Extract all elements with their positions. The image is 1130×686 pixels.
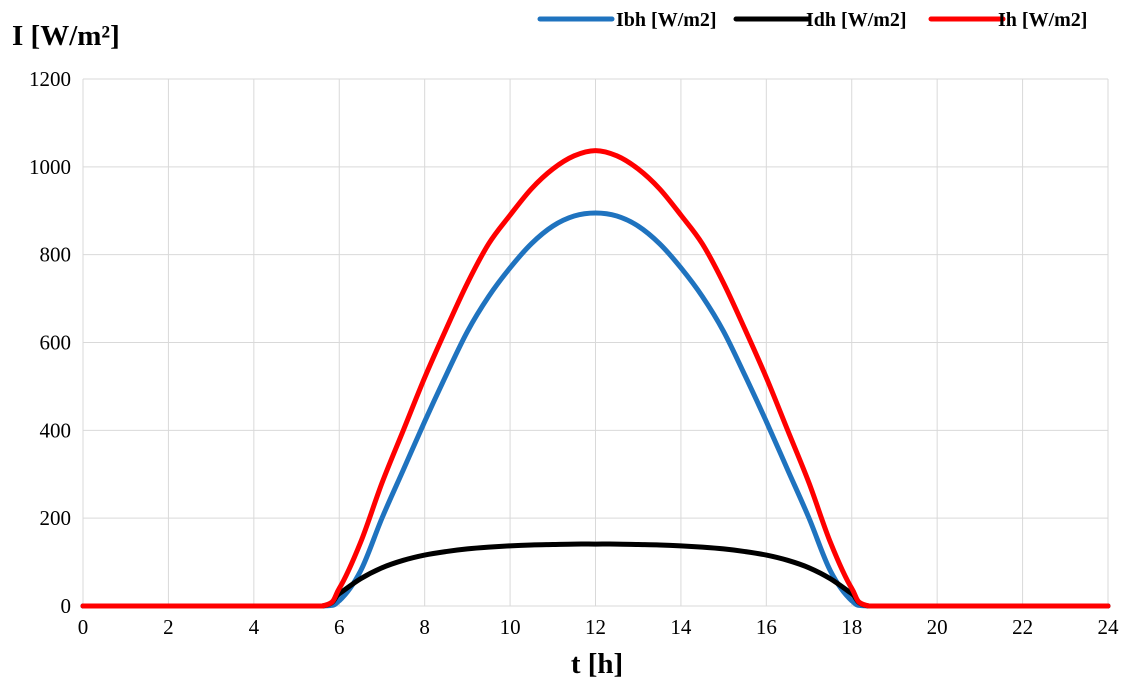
legend-label: Ibh [W/m2] [616,9,717,31]
x-tick-label: 20 [927,615,948,639]
legend-label: Ih [W/m2] [998,9,1087,31]
legend-item: Idh [W/m2] [733,9,907,31]
x-tick-label: 22 [1012,615,1033,639]
y-tick-label: 200 [40,506,72,530]
y-tick-label: 1200 [29,67,71,91]
x-tick-label: 12 [585,615,606,639]
x-tick-label: 16 [756,615,777,639]
y-tick-label: 600 [40,331,72,355]
tick-labels: 0 2 4 6 8 10 12 14 16 18 20 22 240200400600800100012… [29,67,1119,639]
x-tick-label: 24 [1098,615,1120,639]
legend: Ibh [W/m2] Idh [W/m2] Ih [W/m2] [537,9,1087,31]
x-tick-label: 0 [78,615,89,639]
y-tick-label: 1000 [29,155,71,179]
x-tick-label: 8 [419,615,430,639]
x-tick-label: 4 [249,615,260,639]
y-axis-title: I [W/m²] [12,20,120,52]
y-tick-label: 400 [40,418,72,442]
x-axis-title: t [h] [571,648,623,680]
x-tick-label: 6 [334,615,345,639]
x-tick-label: 14 [670,615,692,639]
x-tick-label: 2 [163,615,174,639]
y-tick-label: 800 [40,243,72,267]
series-line-2 [80,541,1111,609]
legend-label: Idh [W/m2] [806,9,907,31]
series-line-1 [80,210,1111,609]
gridlines [83,78,1109,606]
legend-item: Ih [W/m2] [928,9,1087,31]
y-tick-label: 0 [61,594,72,618]
series-line-3 [80,148,1111,609]
x-tick-label: 10 [500,615,521,639]
series-lines [80,148,1111,609]
x-tick-label: 18 [841,615,862,639]
legend-item: Ibh [W/m2] [537,9,717,31]
